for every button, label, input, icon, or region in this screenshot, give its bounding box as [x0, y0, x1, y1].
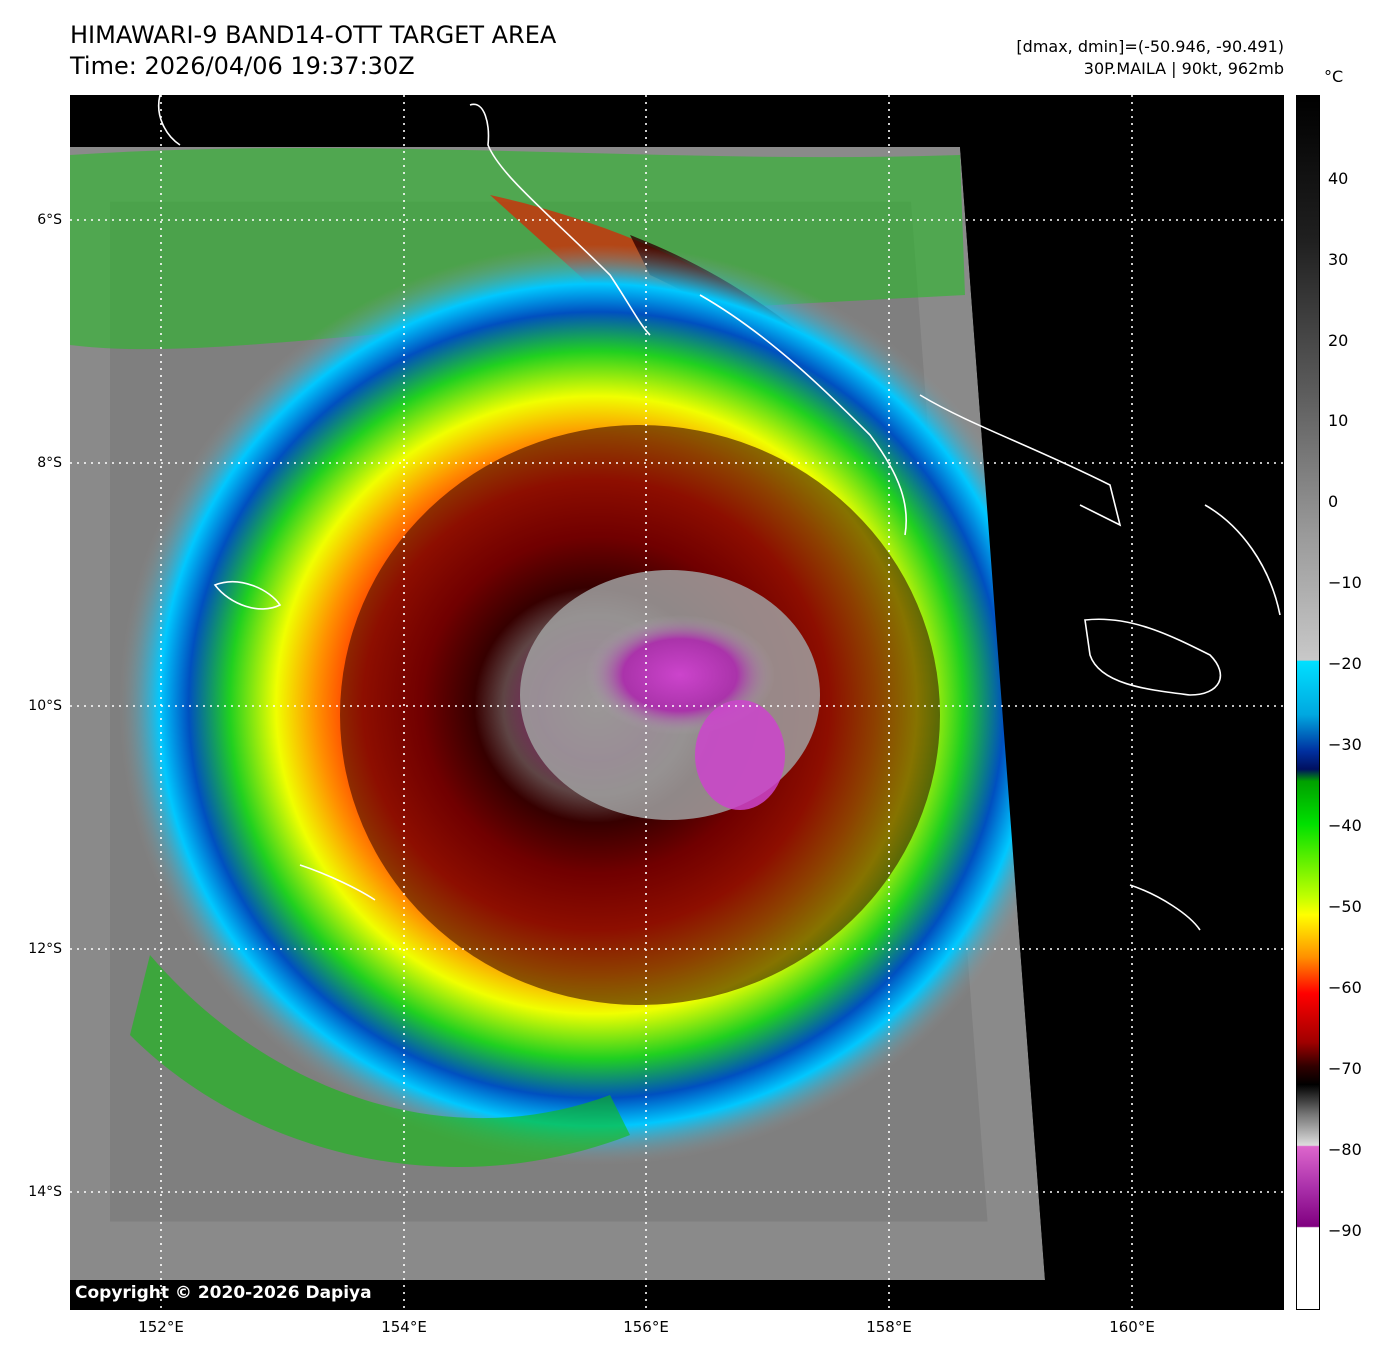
colorbar: [1296, 95, 1320, 1310]
colorbar-tick: −60: [1328, 978, 1362, 997]
colorbar-tick: −70: [1328, 1059, 1362, 1078]
time-label: Time: 2026/04/06 19:37:30Z: [70, 52, 415, 80]
cloud-field: [70, 95, 1284, 1310]
lat-label: 12°S: [28, 941, 62, 957]
colorbar-tick: −90: [1328, 1221, 1362, 1240]
colorbar-tick: −20: [1328, 654, 1362, 673]
copyright-label: Copyright © 2020-2026 Dapiya: [75, 1283, 372, 1303]
colorbar-tick: 10: [1328, 411, 1349, 430]
unit-label: °C: [1324, 67, 1344, 86]
lon-label: 158°E: [866, 1318, 912, 1336]
satellite-image: [70, 95, 1284, 1310]
chart-title: HIMAWARI-9 BAND14-OTT TARGET AREA: [70, 21, 557, 49]
storm-label: 30P.MAILA | 90kt, 962mb: [1083, 59, 1284, 78]
lon-label: 156°E: [623, 1318, 669, 1336]
lon-label: 152°E: [138, 1318, 184, 1336]
colorbar-tick: −10: [1328, 573, 1362, 592]
colorbar-tick: 30: [1328, 250, 1349, 269]
lat-label: 10°S: [28, 698, 62, 714]
lat-label: 14°S: [28, 1184, 62, 1200]
colorbar-tick: 0: [1328, 492, 1339, 511]
lon-label: 160°E: [1109, 1318, 1155, 1336]
lon-label: 154°E: [381, 1318, 427, 1336]
lat-label: 6°S: [37, 212, 62, 228]
lat-label: 8°S: [37, 455, 62, 471]
colorbar-tick: −30: [1328, 735, 1362, 754]
colorbar-tick: −40: [1328, 816, 1362, 835]
colorbar-tick: −80: [1328, 1140, 1362, 1159]
range-label: [dmax, dmin]=(-50.946, -90.491): [1016, 37, 1284, 56]
colorbar-tick: 20: [1328, 331, 1349, 350]
coastlines: [158, 95, 1281, 931]
colorbar-tick: −50: [1328, 897, 1362, 916]
colorbar-tick: 40: [1328, 169, 1349, 188]
